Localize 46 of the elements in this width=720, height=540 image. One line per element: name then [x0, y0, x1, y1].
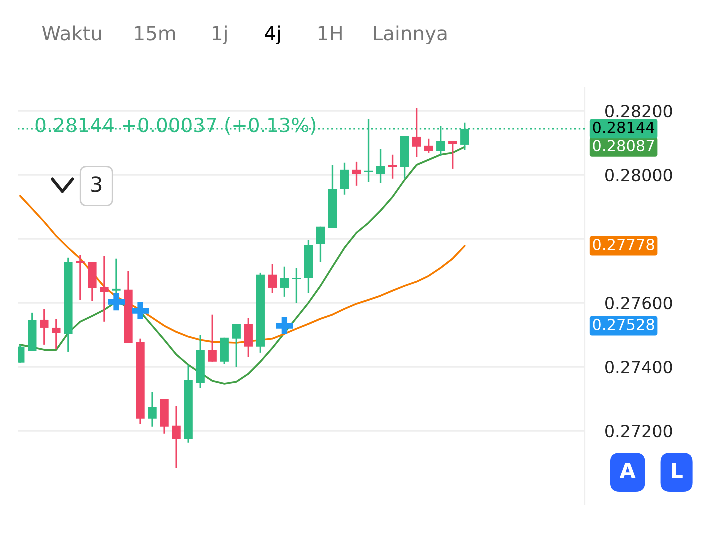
text: 1H: [318, 26, 342, 40]
candlestick: [148, 391, 157, 428]
annotation: 0.28144 +0.00037 (+0.13%): [36, 118, 316, 135]
candlestick: [112, 258, 121, 294]
candlestick: [448, 140, 458, 170]
text: 4j: [265, 26, 280, 45]
candlestick: [232, 323, 241, 368]
candlestick: [52, 318, 61, 350]
candlestick: [100, 255, 109, 323]
point: [108, 294, 126, 311]
text: 0.27778: [593, 238, 654, 251]
candlestick: [412, 107, 422, 158]
y-tick-label: 0.28200: [606, 105, 672, 118]
y-tick-label: 0.27200: [606, 424, 672, 438]
candlestick: [268, 263, 277, 294]
y-tick-label: 0.27600: [606, 296, 672, 310]
text: 0.28087: [593, 140, 654, 152]
candlestick: [352, 161, 362, 187]
annotation: 3: [92, 176, 102, 192]
candlestick: [244, 317, 253, 358]
text: 1j: [213, 26, 227, 45]
point: [132, 302, 150, 320]
candlestick: [208, 314, 217, 363]
ref-line-label: 0.28144: [593, 122, 655, 134]
candlestick: [388, 154, 398, 180]
candlestick: [280, 266, 290, 298]
line-series: [20, 195, 466, 344]
candlestick: [316, 226, 326, 263]
text: Lainnya: [374, 26, 447, 45]
text: Waktu: [42, 26, 102, 41]
text: A: [620, 463, 636, 478]
candlestick: [340, 162, 350, 196]
candlestick: [40, 308, 49, 346]
text: L: [672, 463, 683, 478]
line-series: [20, 146, 466, 385]
candlestick: [220, 337, 229, 365]
candlestick: [172, 405, 181, 469]
candlestick: [76, 254, 85, 301]
text: 0.27528: [593, 318, 654, 330]
candlestick: [424, 138, 434, 154]
y-tick-label: 0.27400: [606, 360, 672, 374]
text: 15m: [135, 26, 176, 41]
candlestick: [292, 267, 302, 304]
candlestick: [376, 148, 386, 184]
point: [276, 318, 294, 335]
y-tick-label: 0.28000: [606, 169, 672, 182]
